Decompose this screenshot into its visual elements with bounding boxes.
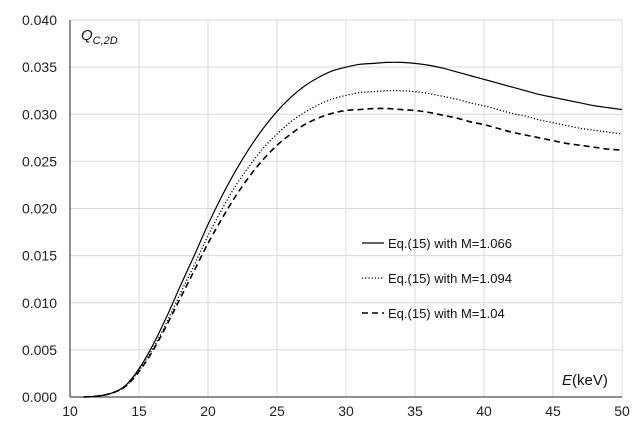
x-tick-label: 35 bbox=[407, 403, 423, 419]
y-tick-label: 0.025 bbox=[22, 153, 57, 169]
legend: Eq.(15) with M=1.066 Eq.(15) with M=1.094… bbox=[362, 236, 512, 321]
y-tick-label: 0.005 bbox=[22, 342, 57, 358]
legend-label-3: Eq.(15) with M=1.04 bbox=[388, 306, 505, 321]
x-tick-label: 45 bbox=[545, 403, 561, 419]
y-tick-label: 0.040 bbox=[22, 12, 57, 28]
x-tick-label: 20 bbox=[200, 403, 216, 419]
y-tick-label: 0.015 bbox=[22, 248, 57, 264]
series-line-3 bbox=[84, 108, 622, 397]
x-tick-label: 50 bbox=[614, 403, 630, 419]
x-tick-label: 40 bbox=[476, 403, 492, 419]
x-tick-label: 25 bbox=[269, 403, 285, 419]
y-axis-title: QC,2D bbox=[81, 27, 118, 47]
x-tick-label: 30 bbox=[338, 403, 354, 419]
series-layer bbox=[84, 62, 622, 397]
x-tick-label: 15 bbox=[131, 403, 147, 419]
legend-label-1: Eq.(15) with M=1.066 bbox=[388, 236, 512, 251]
series-line-1 bbox=[84, 62, 622, 397]
series-line-2 bbox=[84, 91, 622, 397]
legend-label-2: Eq.(15) with M=1.094 bbox=[388, 271, 512, 286]
y-tick-label: 0.000 bbox=[22, 389, 57, 405]
y-tick-label: 0.010 bbox=[22, 295, 57, 311]
y-axis-title-var: Q bbox=[81, 27, 93, 44]
y-tick-label: 0.030 bbox=[22, 106, 57, 122]
x-tick-label: 10 bbox=[62, 403, 78, 419]
grid-layer bbox=[70, 20, 622, 397]
y-axis-title-sub: C,2D bbox=[93, 35, 118, 47]
y-tick-label: 0.035 bbox=[22, 59, 57, 75]
y-tick-label: 0.020 bbox=[22, 201, 57, 217]
x-axis-title: E(keV) bbox=[562, 372, 608, 389]
x-axis-title-unit: (keV) bbox=[572, 372, 608, 389]
